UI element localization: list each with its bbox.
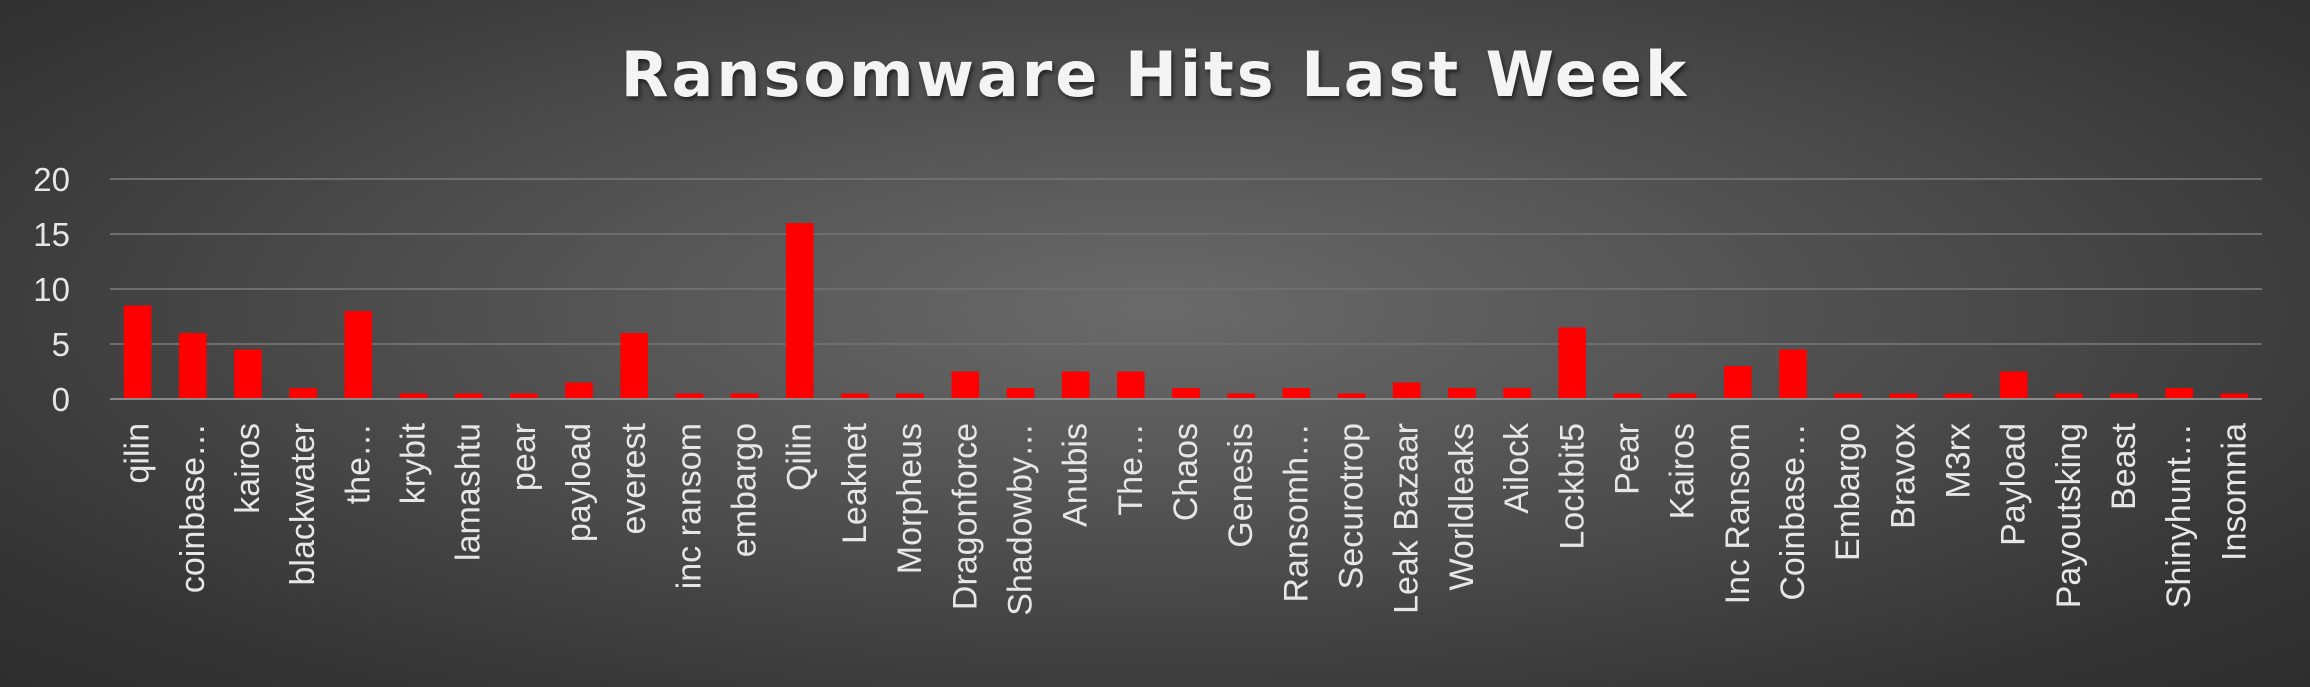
bar — [2055, 393, 2083, 399]
x-tick-label: Coinbase… — [1774, 423, 1812, 601]
x-tick-label: Leak Bazaar — [1388, 423, 1426, 614]
x-tick-label: payload — [560, 423, 598, 542]
bar — [1227, 393, 1255, 399]
bar — [234, 349, 262, 399]
x-tick-label: Dragonforce — [946, 423, 984, 610]
bar — [785, 223, 814, 399]
bar — [1061, 371, 1090, 399]
bar — [1503, 388, 1531, 399]
bar — [1889, 393, 1918, 399]
x-tick-label: qilin — [119, 423, 157, 483]
bar — [2165, 388, 2194, 399]
bar — [1172, 388, 1200, 399]
x-tick-label: The… — [1112, 423, 1150, 516]
bar — [1779, 349, 1807, 399]
x-tick-label: Qilin — [781, 423, 819, 491]
x-tick-label: Embargo — [1829, 423, 1867, 561]
x-tick-label: lamashtu — [450, 423, 488, 561]
bar — [1834, 393, 1862, 399]
bar — [896, 393, 924, 399]
x-tick-label: Leaknet — [836, 422, 874, 544]
x-tick-label: Morpheus — [891, 423, 929, 574]
x-tick-label: Shadowby… — [1001, 423, 1039, 616]
bar — [2220, 393, 2249, 399]
bar — [1282, 388, 1311, 399]
x-tick-label: Genesis — [1222, 423, 1260, 548]
x-tick-label: krybit — [394, 422, 432, 504]
bar — [1117, 371, 1145, 399]
bar — [1944, 393, 1973, 399]
bar — [1392, 382, 1421, 399]
bar — [1613, 393, 1642, 399]
x-tick-label: Inc Ransom — [1719, 423, 1757, 604]
bar — [510, 393, 538, 399]
x-tick-label: coinbase… — [174, 423, 212, 593]
x-tick-label: Ailock — [1498, 422, 1536, 514]
x-tick-label: Bravox — [1884, 423, 1922, 529]
bar — [1724, 366, 1752, 399]
x-tick-label: Beast — [2105, 422, 2143, 509]
chart-title: Ransomware Hits Last Week — [620, 38, 1690, 111]
x-tick-label: the… — [339, 423, 377, 504]
x-tick-label: M3rx — [1940, 423, 1978, 499]
x-tick-label: Insomnia — [2215, 423, 2253, 561]
y-tick-label: 0 — [52, 381, 70, 418]
bar — [565, 382, 593, 399]
bar — [399, 393, 428, 399]
x-tick-label: Lockbit5 — [1553, 423, 1591, 550]
x-tick-label: Securotrop — [1333, 423, 1371, 589]
bar — [2110, 393, 2138, 399]
y-tick-label: 20 — [33, 161, 70, 198]
bar — [1999, 371, 2028, 399]
x-tick-label: Payoutsking — [2050, 423, 2088, 608]
bar — [178, 333, 207, 399]
x-tick-label: Chaos — [1167, 423, 1205, 521]
bar — [454, 393, 483, 399]
x-tick-label: Shinyhunt… — [2160, 423, 2198, 608]
bar — [730, 393, 759, 399]
bar — [675, 393, 704, 399]
bar — [841, 393, 869, 399]
bar — [289, 388, 317, 399]
y-tick-label: 5 — [52, 326, 70, 363]
x-tick-label: kairos — [229, 423, 267, 514]
x-tick-label: Payload — [1995, 423, 2033, 546]
x-tick-label: blackwater — [284, 423, 322, 586]
x-tick-label: Pear — [1608, 423, 1646, 495]
bar — [951, 371, 980, 399]
y-tick-label: 10 — [33, 271, 70, 308]
x-tick-label: Ransomh… — [1277, 423, 1315, 603]
x-tick-label: embargo — [726, 423, 764, 557]
x-tick-label: Kairos — [1664, 423, 1702, 519]
y-tick-label: 15 — [33, 216, 70, 253]
x-tick-label: Worldleaks — [1443, 423, 1481, 591]
bar — [1558, 327, 1587, 399]
bar — [1448, 388, 1476, 399]
x-tick-label: inc ransom — [670, 423, 708, 589]
x-tick-label: Anubis — [1057, 423, 1095, 527]
bar — [620, 333, 648, 399]
bar — [1668, 393, 1697, 399]
bar — [344, 311, 373, 399]
x-tick-label: everest — [615, 422, 653, 534]
bar — [123, 305, 152, 399]
bar — [1006, 388, 1035, 399]
bar — [1337, 393, 1366, 399]
x-tick-label: pear — [505, 423, 543, 491]
